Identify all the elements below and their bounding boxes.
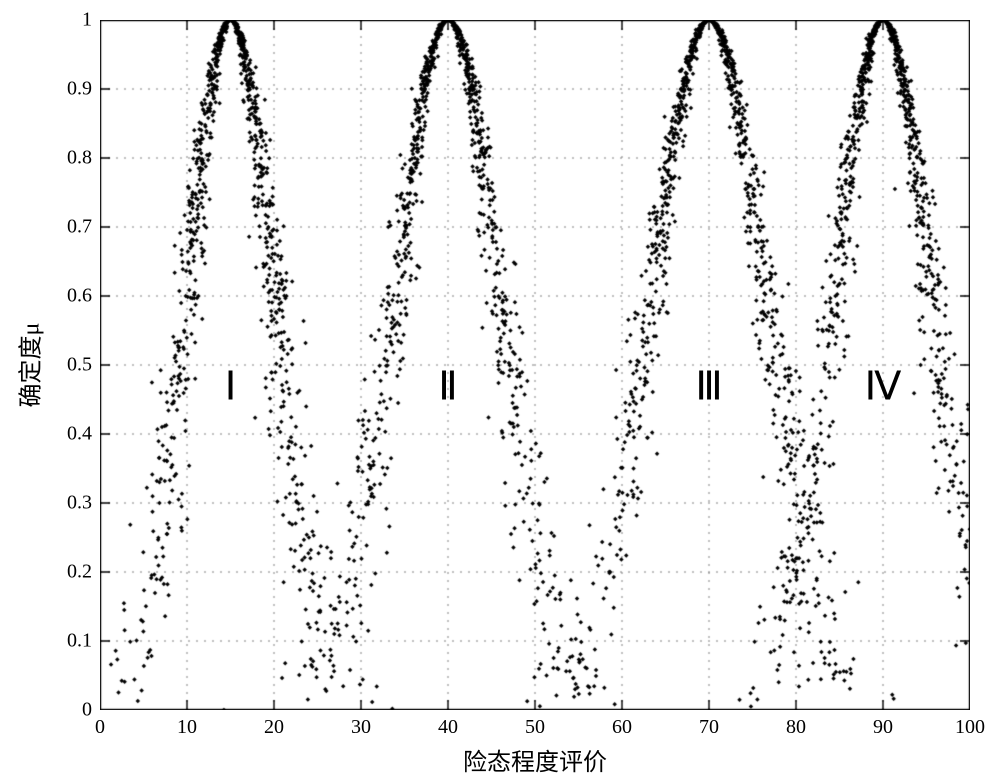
y-tick-label: 1 (82, 9, 92, 32)
y-tick-label: 0.1 (67, 630, 92, 653)
x-tick-label: 80 (786, 716, 806, 739)
x-tick-label: 0 (95, 716, 105, 739)
x-tick-label: 90 (873, 716, 893, 739)
x-tick-label: 50 (525, 716, 545, 739)
x-tick-label: 60 (612, 716, 632, 739)
x-tick-label: 40 (438, 716, 458, 739)
y-tick-label: 0 (82, 699, 92, 722)
x-tick-label: 100 (955, 716, 985, 739)
plot-area (100, 20, 970, 710)
y-tick-label: 0.4 (67, 423, 92, 446)
x-tick-label: 30 (351, 716, 371, 739)
y-tick-label: 0.9 (67, 78, 92, 101)
y-tick-label: 0.6 (67, 285, 92, 308)
y-tick-label: 0.3 (67, 492, 92, 515)
axes-layer (100, 20, 970, 710)
y-axis-label: 确定度μ (11, 323, 46, 408)
y-tick-label: 0.8 (67, 147, 92, 170)
x-tick-label: 70 (699, 716, 719, 739)
x-tick-label: 10 (177, 716, 197, 739)
y-tick-label: 0.2 (67, 561, 92, 584)
x-tick-label: 20 (264, 716, 284, 739)
chart-container: 险态程度评价 确定度μ 0 10 20 30 40 50 60 70 80 90 100 0 0.1 0.… (0, 0, 1000, 780)
y-tick-label: 0.5 (67, 354, 92, 377)
y-tick-label: 0.7 (67, 216, 92, 239)
x-axis-label: 险态程度评价 (463, 742, 607, 777)
